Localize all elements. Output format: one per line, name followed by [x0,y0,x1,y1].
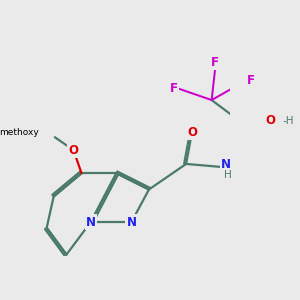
Text: N: N [86,215,96,229]
Text: F: F [247,74,254,87]
Text: H: H [224,169,231,180]
Text: F: F [170,82,178,95]
Text: O: O [187,126,197,139]
Text: -H: -H [283,116,295,126]
Polygon shape [239,119,265,123]
Text: O: O [68,143,78,157]
Text: F: F [211,56,219,69]
Text: methoxy: methoxy [0,128,39,137]
Text: N: N [127,215,136,229]
Text: O: O [265,115,275,128]
Text: N: N [221,158,231,171]
